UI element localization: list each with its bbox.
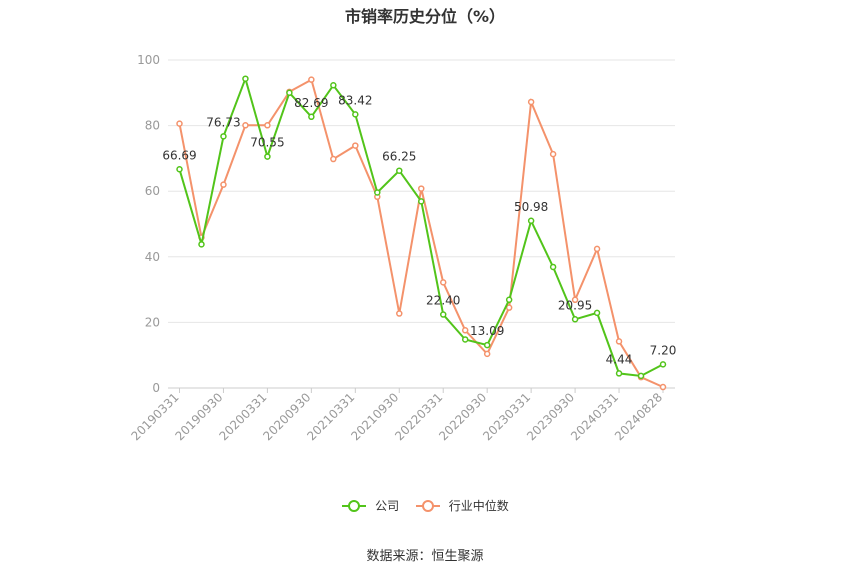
legend-marker-company-icon: [342, 499, 367, 512]
data-point: [461, 336, 469, 343]
data-label: 66.25: [382, 150, 416, 164]
data-label: 83.42: [338, 93, 372, 107]
data-point: [571, 316, 579, 323]
legend-item-company[interactable]: 公司: [341, 497, 399, 514]
legend-label-company: 公司: [375, 499, 400, 513]
data-label: 13.09: [470, 324, 504, 338]
data-source: 数据来源：恒生聚源: [366, 549, 484, 564]
data-point: [659, 383, 667, 391]
data-point: [637, 372, 645, 380]
data-point: [220, 181, 227, 188]
y-tick-label: 80: [145, 119, 160, 133]
y-tick-label: 100: [137, 53, 160, 67]
data-label: 7.20: [650, 343, 677, 357]
data-point: [439, 311, 447, 318]
legend-label-industry-median: 行业中位数: [448, 499, 509, 513]
data-label: 82.69: [294, 96, 328, 110]
data-point: [593, 309, 601, 317]
data-point: [439, 279, 447, 286]
data-point: [527, 98, 535, 106]
y-tick-label: 40: [145, 250, 160, 264]
data-point: [352, 142, 359, 149]
data-label: 22.40: [426, 294, 460, 308]
data-point: [615, 338, 623, 345]
data-point: [396, 310, 403, 317]
data-point: [549, 150, 557, 158]
data-point: [286, 89, 293, 97]
series-line: [178, 75, 664, 377]
series-industry-median: [176, 76, 667, 391]
data-point: [396, 167, 403, 174]
data-point: [220, 133, 227, 140]
y-tick-label: 20: [145, 315, 160, 329]
data-point: [308, 113, 315, 121]
data-point: [374, 189, 381, 196]
data-point: [659, 361, 667, 368]
data-point: [505, 304, 513, 311]
data-point: [242, 75, 249, 82]
data-point: [176, 120, 183, 127]
chart-title: 市销率历史分位（%）: [344, 7, 506, 26]
data-point: [549, 263, 557, 271]
data-label: 66.69: [162, 148, 196, 162]
data-point: [483, 350, 491, 358]
data-point: [176, 166, 183, 173]
data-label: 70.55: [250, 136, 284, 150]
legend: 公司 行业中位数: [0, 497, 850, 514]
data-point: [571, 296, 579, 304]
data-point: [308, 76, 315, 83]
data-label: 50.98: [514, 200, 548, 214]
data-point: [418, 198, 425, 205]
legend-marker-industry-median-icon: [415, 499, 440, 512]
x-tick-label: 20240828: [612, 390, 665, 443]
data-point: [615, 370, 623, 377]
data-point: [330, 82, 337, 89]
legend-item-industry-median[interactable]: 行业中位数: [415, 497, 509, 514]
data-label: 20.95: [558, 298, 592, 312]
data-point: [352, 111, 359, 118]
data-label: 4.44: [606, 352, 633, 366]
data-point: [505, 296, 513, 304]
data-point: [264, 122, 271, 129]
data-point: [461, 327, 469, 334]
data-point: [242, 122, 249, 129]
data-point: [264, 153, 271, 160]
data-point: [198, 241, 205, 248]
data-point: [330, 155, 337, 163]
data-point: [593, 245, 601, 253]
data-point: [483, 341, 491, 349]
y-tick-label: 60: [145, 184, 160, 198]
data-label: 76.73: [206, 115, 240, 129]
data-point: [527, 217, 535, 225]
data-point: [418, 185, 425, 192]
line-chart: 0204060801002019033120190930202003312020…: [129, 53, 677, 443]
y-tick-label: 0: [152, 381, 160, 395]
series-company: [176, 75, 667, 380]
